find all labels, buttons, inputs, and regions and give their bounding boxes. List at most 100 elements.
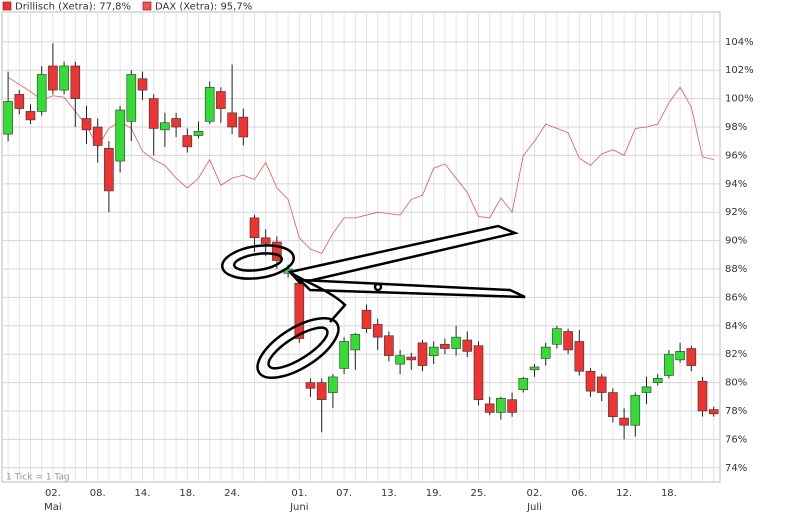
x-tick-label: 08. <box>90 488 106 499</box>
y-tick-label: 84% <box>725 321 747 332</box>
candle-body <box>518 378 529 391</box>
candle-body <box>372 324 383 338</box>
y-tick-label: 104% <box>725 37 754 48</box>
candle-body <box>585 370 596 392</box>
candle-body <box>3 101 13 135</box>
candle-body <box>417 342 428 366</box>
candle-body <box>81 118 92 131</box>
y-tick-label: 94% <box>725 179 747 190</box>
candle-body <box>36 74 47 112</box>
legend-swatch <box>2 1 12 11</box>
candle-body <box>272 241 282 261</box>
candle-body <box>14 94 25 109</box>
y-tick-label: 96% <box>725 150 747 161</box>
y-tick-label: 80% <box>725 378 747 389</box>
candle-body <box>574 341 585 372</box>
candle-body <box>48 65 58 91</box>
legend-label: DAX (Xetra): 95,7% <box>155 2 252 13</box>
candle-body <box>440 343 450 349</box>
candle-body <box>25 111 36 121</box>
candle-body <box>126 74 137 122</box>
candle-body <box>305 382 316 389</box>
y-tick-label: 76% <box>725 434 747 445</box>
labels: 02. Mai 08. 14. 18. 24. 01. Juni 07. 13. 19. 25. 02.… <box>2 1 754 513</box>
candle-body <box>328 376 338 393</box>
candle-body <box>70 65 81 99</box>
candle-body <box>350 334 361 351</box>
candle-body <box>182 135 193 148</box>
candle-body <box>664 353 674 376</box>
x-month-label: Mai <box>44 502 62 513</box>
candle-body <box>384 335 394 356</box>
y-tick-label: 88% <box>725 264 747 275</box>
x-month-label: Juni <box>289 502 308 513</box>
candle-body <box>428 346 439 356</box>
candle-body <box>462 339 473 352</box>
candle-body <box>115 109 125 162</box>
y-tick-label: 102% <box>725 65 754 76</box>
candle-body <box>686 348 697 366</box>
candle-body <box>529 366 540 371</box>
candle-body <box>395 355 405 365</box>
candle-body <box>708 409 719 415</box>
candle-body <box>596 376 607 393</box>
x-tick-label: 13. <box>381 488 397 499</box>
marks <box>3 43 719 440</box>
candle-body <box>316 382 327 400</box>
candle-body <box>160 122 170 131</box>
candle-body <box>193 130 204 136</box>
y-tick-label: 78% <box>725 406 747 417</box>
candle-body <box>451 336 461 349</box>
candle-body <box>507 399 517 413</box>
candle-body <box>630 395 641 426</box>
plot-area <box>1 11 721 483</box>
candle-body <box>339 341 349 369</box>
candle-body <box>641 386 652 393</box>
candle-body <box>92 126 103 146</box>
y-tick-label: 74% <box>725 463 747 474</box>
candle-body <box>148 98 159 129</box>
y-tick-label: 82% <box>725 349 747 360</box>
legend-label: Drillisch (Xetra): 77,8% <box>15 2 131 13</box>
candle-body <box>697 380 708 412</box>
x-tick-label: 14. <box>135 488 151 499</box>
line-series <box>7 76 714 254</box>
y-tick-label: 86% <box>725 292 747 303</box>
x-tick-label: 25. <box>471 488 487 499</box>
x-month-label: Juli <box>526 502 542 513</box>
candle-body <box>496 397 506 413</box>
grid <box>2 12 720 482</box>
x-tick-label: 19. <box>426 488 442 499</box>
footnote: 1 Tick = 1 Tag <box>6 473 70 483</box>
candle-body <box>563 331 573 351</box>
candle-body <box>675 351 685 361</box>
legend-swatch <box>142 1 152 11</box>
candle-body <box>552 328 562 345</box>
candle-body <box>104 148 114 192</box>
candle-body <box>361 309 372 329</box>
y-tick-label: 98% <box>725 122 747 133</box>
x-tick-label: 24. <box>224 488 240 499</box>
x-tick-label: 02. <box>527 488 543 499</box>
candle-body <box>619 417 629 426</box>
candle-body <box>216 91 226 109</box>
candle-body <box>260 237 271 244</box>
candle-body <box>59 65 69 91</box>
candle-body <box>227 112 237 128</box>
x-tick-label: 18. <box>661 488 677 499</box>
candle-body <box>473 345 484 400</box>
candle-body <box>137 78 148 91</box>
candle-body <box>294 282 305 339</box>
candle-body <box>540 346 551 359</box>
candle-body <box>406 356 417 361</box>
scissors <box>221 224 526 379</box>
candle-body <box>652 378 663 383</box>
x-tick-label: 02. <box>45 488 61 499</box>
x-tick-label: 06. <box>571 488 587 499</box>
y-tick-label: 100% <box>725 94 754 105</box>
x-tick-label: 07. <box>336 488 352 499</box>
y-tick-label: 92% <box>725 207 747 218</box>
x-tick-label: 18. <box>179 488 195 499</box>
candle-body <box>608 392 618 417</box>
